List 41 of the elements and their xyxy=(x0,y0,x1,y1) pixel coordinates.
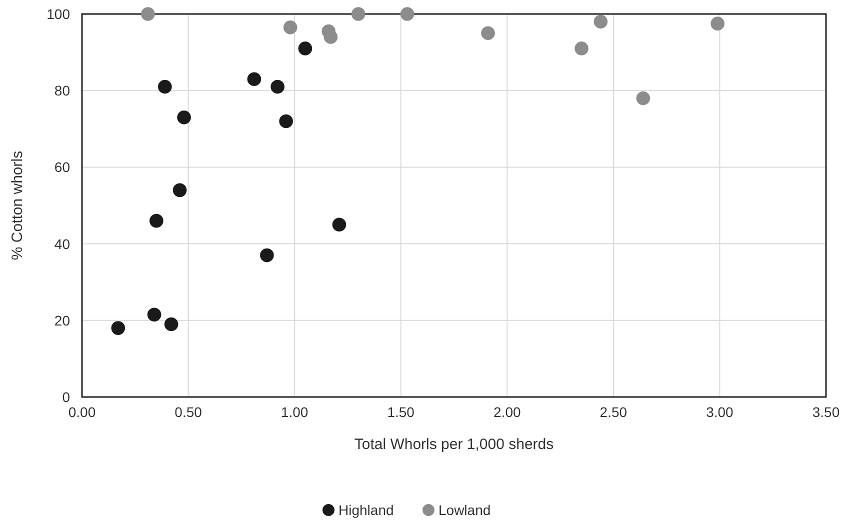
point xyxy=(164,317,178,332)
x-tick-label: 2.00 xyxy=(494,404,521,420)
point xyxy=(177,110,191,124)
point xyxy=(332,218,346,232)
point xyxy=(270,80,284,94)
point xyxy=(351,7,366,21)
point xyxy=(140,7,155,21)
x-tick-label: 1.50 xyxy=(387,404,415,420)
legend-label: Lowland xyxy=(438,502,491,518)
point xyxy=(324,30,338,44)
point xyxy=(279,114,293,128)
point xyxy=(147,308,162,322)
point xyxy=(111,321,126,335)
point xyxy=(400,7,414,21)
y-tick-label: 0 xyxy=(62,389,70,405)
legend-label: Highland xyxy=(338,502,394,518)
point xyxy=(149,214,164,228)
point xyxy=(594,14,608,29)
point xyxy=(710,16,724,30)
y-tick-label: 80 xyxy=(54,82,70,99)
point xyxy=(283,20,298,34)
point xyxy=(636,91,650,106)
y-axis-title: % Cotton whorls xyxy=(9,150,26,260)
point xyxy=(298,42,312,56)
point xyxy=(260,248,274,262)
x-tick-label: 1.00 xyxy=(280,404,308,420)
y-tick-label: 20 xyxy=(54,312,70,328)
point xyxy=(247,72,262,86)
point xyxy=(158,80,172,94)
x-axis-title: Total Whorls per 1,000 sherds xyxy=(354,436,554,453)
x-tick-label: 3.00 xyxy=(706,404,734,420)
point xyxy=(574,42,588,56)
x-tick-label: 3.50 xyxy=(812,404,840,420)
y-tick-label: 60 xyxy=(54,159,70,176)
y-tick-label: 100 xyxy=(46,6,70,22)
x-tick-label: 2.50 xyxy=(600,404,628,420)
point xyxy=(172,183,187,198)
x-tick-label: 0.50 xyxy=(174,404,202,420)
y-tick-label: 40 xyxy=(54,236,70,252)
point xyxy=(481,26,495,40)
x-tick-label: 0.00 xyxy=(68,404,96,420)
